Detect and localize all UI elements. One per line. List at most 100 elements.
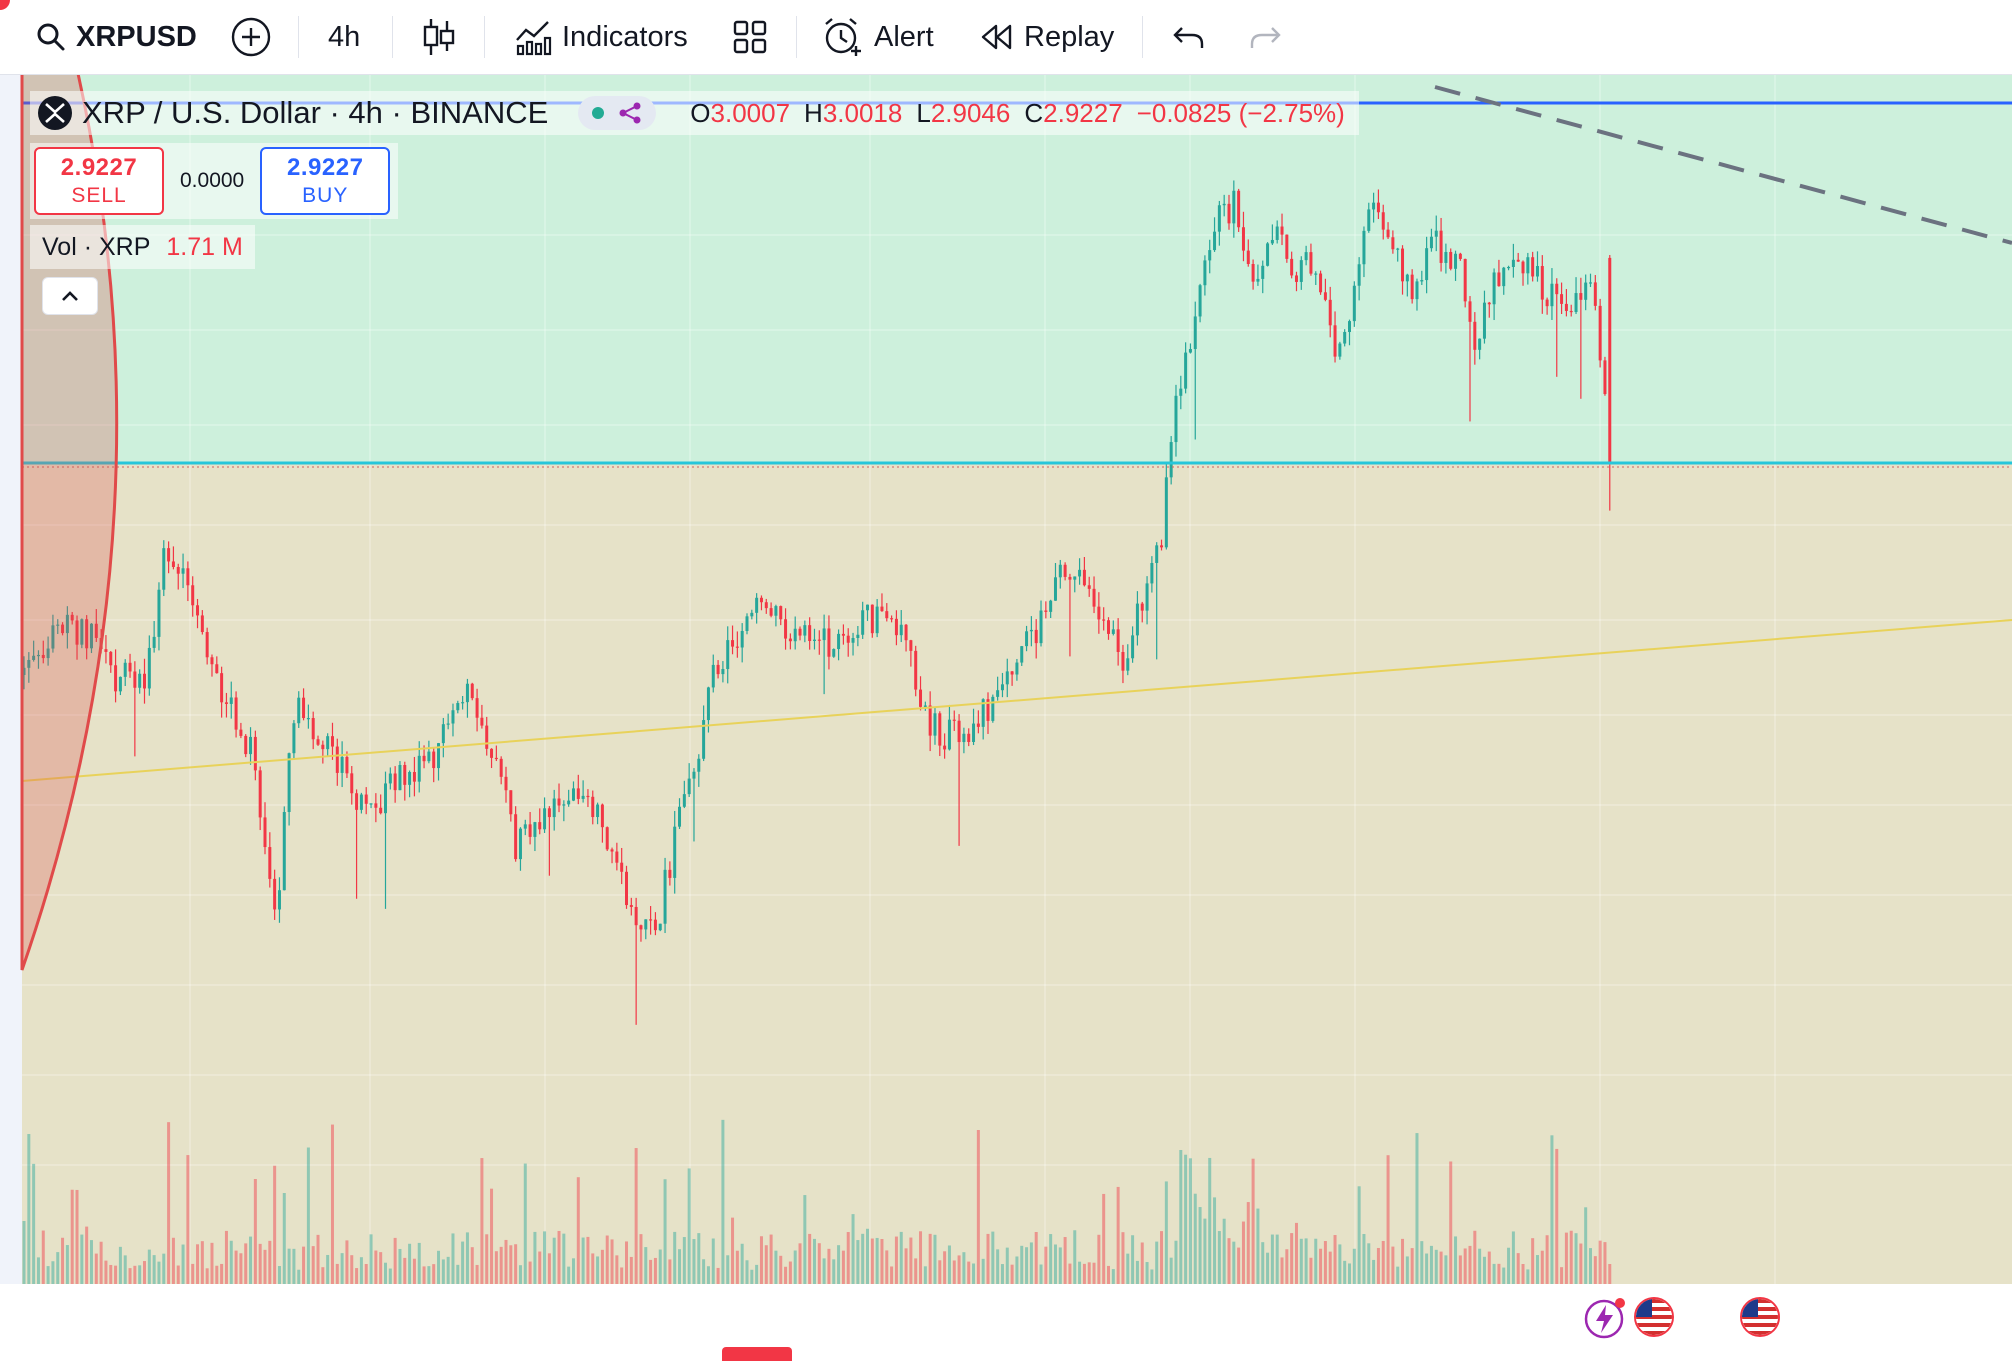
undo-button[interactable] [1172,14,1206,60]
legend-title[interactable]: XRP / U.S. Dollar · 4h · BINANCE [82,95,549,130]
candle-body [899,624,903,636]
ai-assistant-icon[interactable] [1582,1297,1628,1339]
candle [673,810,677,894]
volume-bar [128,1268,132,1284]
compare-symbol-button[interactable] [230,14,272,60]
volume-bar [282,1193,286,1284]
candle-body [61,624,65,634]
volume-bar [1169,1257,1173,1284]
candle [832,648,836,658]
redo-button[interactable] [1248,14,1282,60]
candle-body [851,637,855,643]
candle [109,651,113,673]
volume-bar [1246,1202,1250,1284]
volume-bar [1502,1267,1506,1284]
candle [1352,281,1356,327]
interval-button[interactable]: 4h [328,14,360,60]
candle-body [856,634,860,638]
candle-body [1372,202,1376,210]
volume-legend[interactable]: Vol · XRP 1.71 M [30,225,255,269]
candle [89,623,93,654]
candle-body [1121,651,1125,671]
us-flag-event-icon[interactable] [1634,1297,1674,1337]
candle [355,789,359,899]
volume-bar [716,1267,720,1284]
candle-body [234,697,238,730]
volume-bar [369,1234,373,1284]
candle [311,711,315,750]
ohlc-high: H3.0018 [804,97,903,128]
volume-bar [1015,1256,1019,1284]
symbol-search-button[interactable]: XRPUSD [36,14,197,60]
layout-button[interactable] [732,14,768,60]
candle-body [914,650,918,690]
candle-body [1025,631,1029,647]
volume-bar [1555,1148,1559,1284]
undo-icon [1173,27,1204,48]
volume-bar [1434,1249,1438,1284]
candle-body [1444,251,1448,263]
volume-bar [817,1243,821,1284]
interval-label: 4h [328,20,361,53]
volume-bar [437,1250,441,1284]
candle [837,629,841,661]
volume-bar [249,1236,253,1284]
data-source-badge[interactable] [578,96,657,130]
candle-body [875,606,879,634]
chart-type-button[interactable] [422,14,456,60]
volume-bar [1203,1218,1207,1284]
candle [885,603,889,622]
candle-body [1266,243,1270,266]
chart-pane[interactable]: XRP / U.S. Dollar · 4h · BINANCE O3.0007… [0,75,2012,1361]
volume-bar [1516,1253,1520,1284]
candle [1285,234,1289,263]
alert-button[interactable]: Alert [822,14,934,60]
candle [162,540,166,597]
candle-body [171,561,175,567]
candle-body [658,923,662,931]
candle-body [1560,294,1564,304]
candle [716,660,720,679]
price-chart[interactable] [0,75,2012,1284]
candle-body [702,720,706,759]
candle [224,692,228,718]
candle [494,745,498,762]
volume-bar [687,1168,691,1284]
volume-bar [1222,1218,1226,1284]
us-flag-event-icon[interactable] [1740,1297,1780,1337]
candle-body [277,890,281,910]
candle [1029,616,1033,647]
indicators-button[interactable]: Indicators [514,14,688,60]
indicators-icon [516,21,552,56]
layout-grid-icon [733,20,767,54]
sell-button[interactable]: 2.9227 SELL [34,147,164,215]
volume-bar [1034,1232,1038,1284]
buy-button[interactable]: 2.9227 BUY [260,147,391,215]
volume-bar [403,1257,407,1284]
candle-body [1526,257,1530,274]
candle [1564,289,1568,317]
candle [128,653,132,678]
collapse-legend-button[interactable] [42,277,98,315]
candle-body [437,743,441,769]
candle [1034,619,1038,659]
candle-body [1044,610,1048,612]
volume-bar [1063,1237,1067,1284]
volume-bar [485,1234,489,1284]
candle [528,812,532,845]
candle [1468,296,1472,422]
candle-body [1280,226,1284,235]
volume-bar [1058,1247,1062,1284]
candle [1560,282,1564,315]
volume-bar [509,1245,513,1284]
replay-button[interactable]: Replay [980,14,1114,60]
candle-body [1029,629,1033,632]
candle [94,609,98,642]
candle [244,734,248,758]
candle [80,618,84,649]
candle [1000,672,1004,698]
volume-bar [986,1233,990,1284]
volume-bar [162,1253,166,1284]
candle [1454,250,1458,281]
candle [1241,211,1245,262]
